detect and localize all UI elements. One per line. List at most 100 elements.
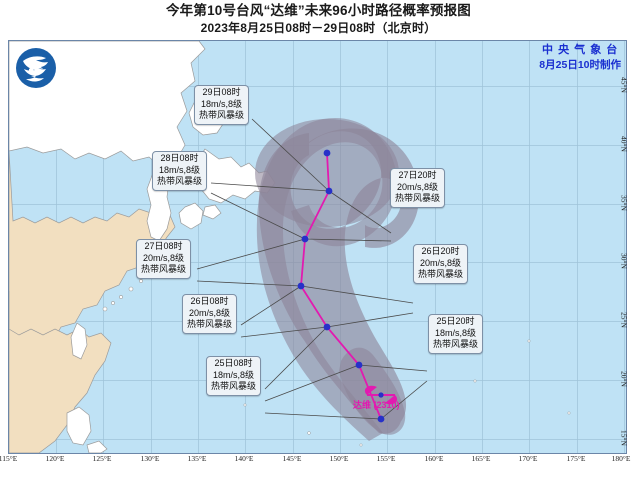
lat-tick-label: 35°N (619, 195, 629, 211)
forecast-callout-29d08[interactable]: 29日08时 18m/s,8级 热带风暴级 (194, 85, 250, 125)
leader-line (326, 312, 414, 328)
lon-tick-label: 155°E (376, 454, 396, 463)
callout-wind: 20m/s,8级 (420, 257, 462, 268)
land-china-southeast (9, 291, 112, 453)
leader-line (264, 364, 360, 402)
land-japan-shikoku (202, 204, 222, 220)
land-philippines-visayas (86, 440, 108, 453)
storm-track-line (300, 190, 382, 420)
callout-grade: 热带风暴级 (141, 264, 187, 274)
leader-line (196, 280, 302, 287)
callout-wind: 20m/s,8级 (397, 181, 439, 192)
land-japan-kyushu (178, 202, 204, 230)
gridline-lon (387, 41, 388, 453)
lat-tick-label: 40°N (619, 136, 629, 152)
callout-grade: 热带风暴级 (395, 193, 441, 203)
cma-logo (13, 45, 59, 91)
callout-leader-lines (196, 118, 428, 420)
leader-line (264, 326, 328, 390)
callout-grade: 热带风暴级 (199, 110, 245, 120)
forecast-callout-27d08[interactable]: 27日08时 20m/s,8级 热带风暴级 (136, 239, 192, 279)
track-point (323, 149, 331, 157)
island-pacific (473, 379, 477, 383)
forecast-callout-25d20[interactable]: 25日20时 18m/s,8级 热带风暴级 (428, 314, 484, 354)
lon-tick-label: 140°E (234, 454, 254, 463)
logo-dragon-glyph (23, 56, 48, 82)
callout-wind: 18m/s,8级 (213, 369, 255, 380)
track-point (301, 235, 309, 243)
lon-tick-label: 150°E (329, 454, 349, 463)
track-point (355, 361, 363, 369)
callout-grade: 热带风暴级 (418, 269, 464, 279)
leader-line (304, 238, 392, 242)
gridline-lon (198, 41, 199, 453)
callout-wind: 18m/s,8级 (201, 98, 243, 109)
lon-tick-label: 165°E (471, 454, 491, 463)
map-canvas[interactable]: 29日08时 18m/s,8级 热带风暴级 28日08时 18m/s,8级 热带… (8, 40, 627, 454)
lon-tick-label: 145°E (282, 454, 302, 463)
storm-track-line-upper (326, 152, 330, 192)
lon-tick-label: 130°E (140, 454, 160, 463)
agency-name: 中 央 气 象 台 (542, 44, 619, 56)
track-point (325, 187, 333, 195)
island-pacific (307, 431, 311, 435)
callout-time: 26日08时 (190, 296, 229, 306)
island-pacific (527, 339, 531, 343)
forecast-callout-26d20[interactable]: 26日20时 20m/s,8级 热带风暴级 (413, 244, 469, 284)
gridline-lon (577, 41, 578, 453)
leader-line (328, 190, 392, 234)
probability-cone (258, 128, 419, 434)
leader-line (300, 285, 414, 304)
gridline-lat (9, 86, 626, 87)
land-philippines-luzon (66, 406, 92, 446)
callout-time: 28日08时 (160, 153, 199, 163)
lon-tick-label: 120°E (45, 454, 65, 463)
leader-line (196, 238, 306, 270)
island-ryukyu (128, 286, 134, 292)
typhoon-symbol (364, 385, 398, 405)
gridline-lon (482, 41, 483, 453)
longitude-axis: 115°E 120°E 125°E 130°E 135°E 140°E 145°… (0, 454, 630, 468)
lat-tick-label: 15°N (619, 430, 629, 446)
island-pacific (567, 411, 571, 415)
gridline-lat (9, 439, 626, 440)
forecast-callout-25d08[interactable]: 25日08时 18m/s,8级 热带风暴级 (206, 356, 262, 396)
callout-grade: 热带风暴级 (187, 319, 233, 329)
lat-tick-label: 25°N (619, 312, 629, 328)
leader-line (210, 192, 306, 240)
island-ryukyu (119, 295, 123, 299)
callout-wind: 18m/s,8级 (435, 327, 477, 338)
island-pacific (243, 403, 247, 407)
lon-tick-label: 135°E (187, 454, 207, 463)
callout-time: 29日08时 (202, 87, 241, 97)
lat-tick-label: 30°N (619, 253, 629, 269)
lat-tick-label: 20°N (619, 371, 629, 387)
callout-time: 27日08时 (144, 241, 183, 251)
forecast-callout-27d20[interactable]: 27日20时 20m/s,8级 热带风暴级 (390, 168, 446, 208)
lon-tick-label: 170°E (518, 454, 538, 463)
probability-cone-north-lobe (255, 119, 399, 227)
agency-issued-time: 8月25日10时制作 (539, 59, 621, 71)
page-title: 今年第10号台风“达维”未来96小时路径概率预报图 (165, 3, 472, 18)
lon-tick-label: 175°E (566, 454, 586, 463)
forecast-callout-26d08[interactable]: 26日08时 20m/s,8级 热带风暴级 (182, 294, 238, 334)
track-point (297, 282, 305, 290)
forecast-callout-28d08[interactable]: 28日08时 18m/s,8级 热带风暴级 (152, 151, 208, 191)
leader-line (380, 380, 428, 420)
page-subtitle: 2023年8月25日08时－29日08时（北京时） (200, 21, 437, 35)
track-point (323, 323, 331, 331)
chart-title-block: 今年第10号台风“达维”未来96小时路径概率预报图 2023年8月25日08时－… (0, 2, 637, 37)
gridline-lon (624, 41, 625, 453)
gridline-lon (529, 41, 530, 453)
lat-tick-label: 45°N (619, 77, 629, 93)
track-point (377, 415, 385, 423)
leader-line (251, 118, 330, 192)
leader-line (210, 182, 330, 192)
callout-wind: 18m/s,8级 (159, 164, 201, 175)
gridline-lon (245, 41, 246, 453)
callout-wind: 20m/s,8级 (189, 307, 231, 318)
callout-time: 27日20时 (398, 170, 437, 180)
forecast-overlay (9, 41, 626, 453)
leader-line (240, 285, 302, 326)
